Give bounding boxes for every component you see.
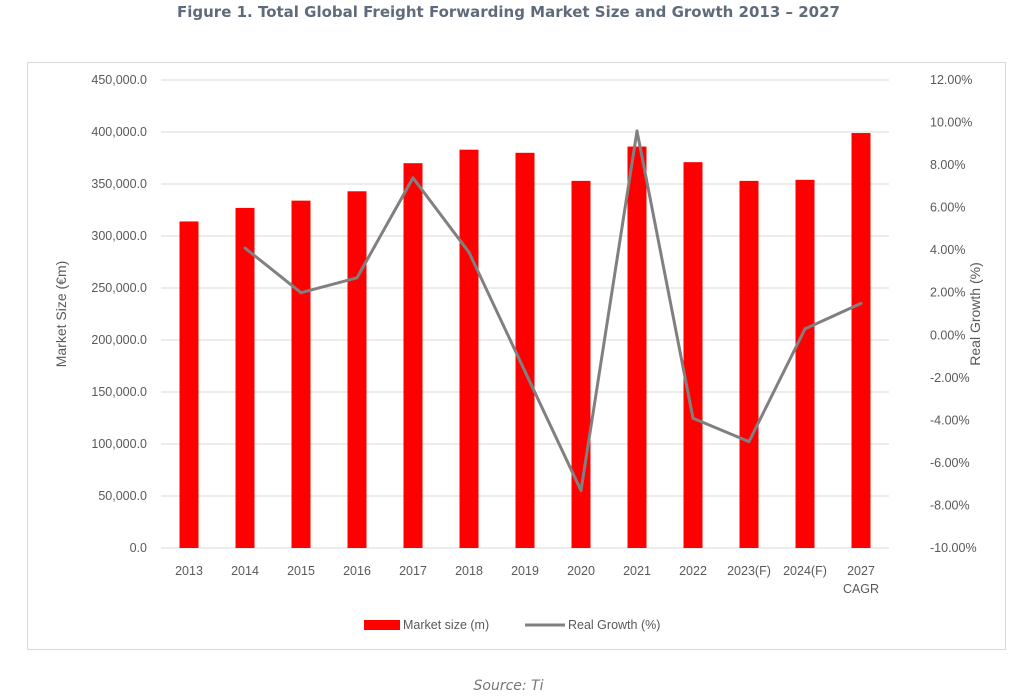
x-tick-label: 2016 <box>343 564 371 578</box>
bar <box>795 179 815 548</box>
y-tick-label: 50,000.0 <box>98 489 147 503</box>
growth-point <box>635 129 639 133</box>
x-tick-label: 2015 <box>287 564 315 578</box>
y2-tick-label: 0.00% <box>930 328 965 342</box>
y2-tick-label: 8.00% <box>930 158 965 172</box>
bar <box>403 163 423 548</box>
y-tick-label: 0.0 <box>130 541 147 555</box>
y2-tick-label: -2.00% <box>930 371 970 385</box>
x-tick-label: 2017 <box>399 564 427 578</box>
x-tick-label: 2014 <box>231 564 259 578</box>
y-tick-label: 450,000.0 <box>91 73 147 87</box>
x-tick-label: CAGR <box>843 582 879 596</box>
legend-label-real-growth: Real Growth (%) <box>568 618 660 632</box>
y2-tick-label: 2.00% <box>930 286 965 300</box>
growth-line <box>244 129 862 493</box>
y-tick-label: 150,000.0 <box>91 385 147 399</box>
growth-point <box>243 246 247 250</box>
y2-tick-label: -10.00% <box>930 541 977 555</box>
y2-tick-label: 4.00% <box>930 243 965 257</box>
x-tick-label: 2021 <box>623 564 651 578</box>
y2-tick-label: -6.00% <box>930 456 970 470</box>
chart-frame: 450,000.0 400,000.0 350,000.0 300,000.0 250,… <box>27 62 1006 650</box>
x-tick-label: 2020 <box>567 564 595 578</box>
x-tick-label: 2018 <box>455 564 483 578</box>
combo-chart: 450,000.0 400,000.0 350,000.0 300,000.0 250,… <box>53 73 983 632</box>
growth-point <box>523 369 527 373</box>
bar <box>347 191 367 548</box>
y2-tick-label: 12.00% <box>930 73 972 87</box>
x-tick-label: 2013 <box>175 564 203 578</box>
bar <box>515 152 535 549</box>
bar <box>851 133 871 548</box>
x-tick-label: 2022 <box>679 564 707 578</box>
growth-point <box>691 416 695 420</box>
legend-bar-swatch <box>364 620 400 630</box>
growth-point <box>411 176 415 180</box>
bar <box>235 207 255 549</box>
y-axis-title: Market Size (€m) <box>53 261 69 368</box>
x-tick-label: 2024(F) <box>783 564 827 578</box>
y2-tick-label: 6.00% <box>930 201 965 215</box>
y2-tick-label: 10.00% <box>930 116 972 130</box>
bar <box>627 146 647 548</box>
y-tick-label: 100,000.0 <box>91 437 147 451</box>
bar <box>291 200 311 548</box>
y-tick-label: 300,000.0 <box>91 229 147 243</box>
bar <box>179 221 199 548</box>
bar <box>683 162 703 548</box>
x-tick-label: 2019 <box>511 564 539 578</box>
source-caption: Source: Ti <box>473 678 544 694</box>
growth-point <box>467 250 471 254</box>
figure-title: Figure 1. Total Global Freight Forwardin… <box>177 3 840 21</box>
y-tick-label: 200,000.0 <box>91 333 147 347</box>
growth-point <box>355 276 359 280</box>
y2-tick-label: -4.00% <box>930 413 970 427</box>
x-tick-label: 2023(F) <box>727 564 771 578</box>
growth-point <box>579 489 583 493</box>
bar <box>571 180 591 548</box>
growth-point <box>803 327 807 331</box>
bar <box>459 149 479 548</box>
growth-point <box>299 291 303 295</box>
growth-point <box>747 440 751 444</box>
bar <box>739 180 759 548</box>
growth-point <box>859 301 863 305</box>
x-tick-label: 2027 <box>847 564 875 578</box>
legend-label-market-size: Market size (m) <box>403 618 489 632</box>
y-tick-label: 250,000.0 <box>91 281 147 295</box>
y2-tick-label: -8.00% <box>930 498 970 512</box>
y2-axis-title: Real Growth (%) <box>967 262 983 365</box>
y-tick-label: 400,000.0 <box>91 125 147 139</box>
y-tick-label: 350,000.0 <box>91 177 147 191</box>
